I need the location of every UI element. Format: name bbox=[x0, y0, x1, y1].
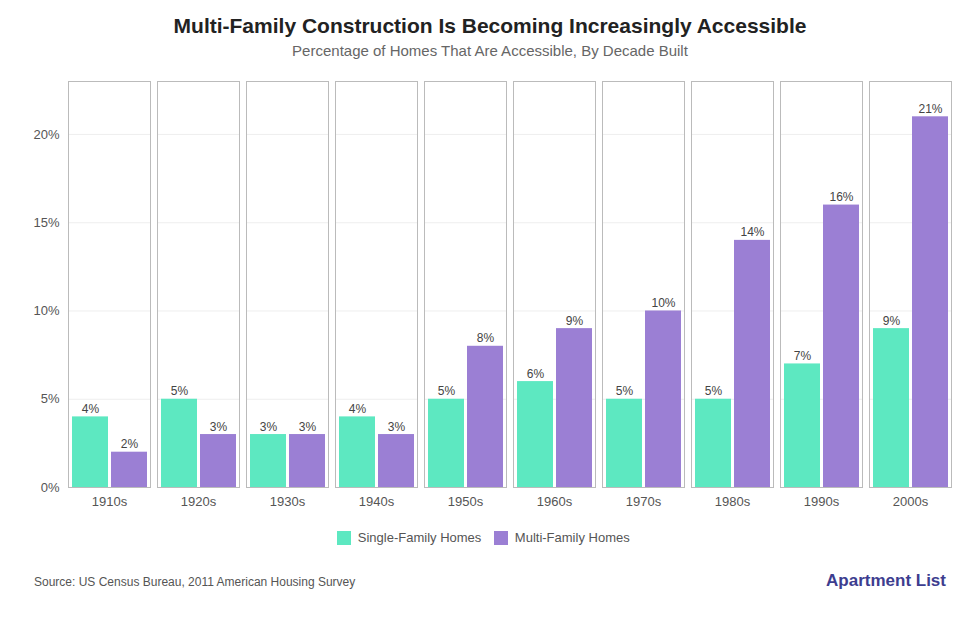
svg-text:2000s: 2000s bbox=[893, 494, 929, 509]
svg-text:1930s: 1930s bbox=[270, 494, 306, 509]
svg-text:3%: 3% bbox=[299, 420, 317, 434]
html-text:Source: US Census Bureau, 2011: Source: US Census Bureau, 2011 American … bbox=[34, 574, 356, 589]
svg-text:8%: 8% bbox=[477, 331, 495, 345]
svg-text:1980s: 1980s bbox=[715, 494, 751, 509]
html-text:Apartment List: Apartment List bbox=[826, 570, 946, 590]
svg-text:21%: 21% bbox=[918, 102, 942, 116]
svg-text:5%: 5% bbox=[705, 384, 723, 398]
svg-text:4%: 4% bbox=[349, 402, 367, 416]
html-text:Multi-Family Homes: Multi-Family Homes bbox=[514, 530, 630, 545]
svg-text:7%: 7% bbox=[794, 349, 812, 363]
svg-text:2%: 2% bbox=[121, 437, 139, 451]
svg-text:1940s: 1940s bbox=[359, 494, 395, 509]
svg-text:3%: 3% bbox=[260, 420, 278, 434]
svg-text:0%: 0% bbox=[41, 480, 60, 495]
svg-text:1950s: 1950s bbox=[448, 494, 484, 509]
svg-text:6%: 6% bbox=[527, 367, 545, 381]
svg-text:5%: 5% bbox=[616, 384, 634, 398]
svg-text:1910s: 1910s bbox=[92, 494, 128, 509]
html-text:Multi-Family Construction Is B: Multi-Family Construction Is Becoming In… bbox=[173, 14, 807, 37]
html-text:Single-Family Homes: Single-Family Homes bbox=[357, 530, 482, 545]
svg-text:14%: 14% bbox=[740, 225, 764, 239]
svg-text:15%: 15% bbox=[33, 215, 59, 230]
svg-text:5%: 5% bbox=[41, 391, 60, 406]
svg-text:9%: 9% bbox=[566, 314, 584, 328]
svg-text:5%: 5% bbox=[171, 384, 189, 398]
svg-text:1990s: 1990s bbox=[804, 494, 840, 509]
svg-text:3%: 3% bbox=[388, 420, 406, 434]
svg-text:3%: 3% bbox=[210, 420, 228, 434]
svg-text:1920s: 1920s bbox=[181, 494, 217, 509]
svg-text:5%: 5% bbox=[438, 384, 456, 398]
html-text:Percentage of Homes That Are A: Percentage of Homes That Are Accessible,… bbox=[292, 42, 688, 59]
svg-text:1960s: 1960s bbox=[537, 494, 573, 509]
svg-text:4%: 4% bbox=[82, 402, 100, 416]
svg-text:10%: 10% bbox=[651, 296, 675, 310]
svg-text:10%: 10% bbox=[33, 303, 59, 318]
svg-text:9%: 9% bbox=[883, 314, 901, 328]
svg-text:1970s: 1970s bbox=[626, 494, 662, 509]
svg-text:20%: 20% bbox=[33, 127, 59, 142]
svg-text:16%: 16% bbox=[829, 190, 853, 204]
